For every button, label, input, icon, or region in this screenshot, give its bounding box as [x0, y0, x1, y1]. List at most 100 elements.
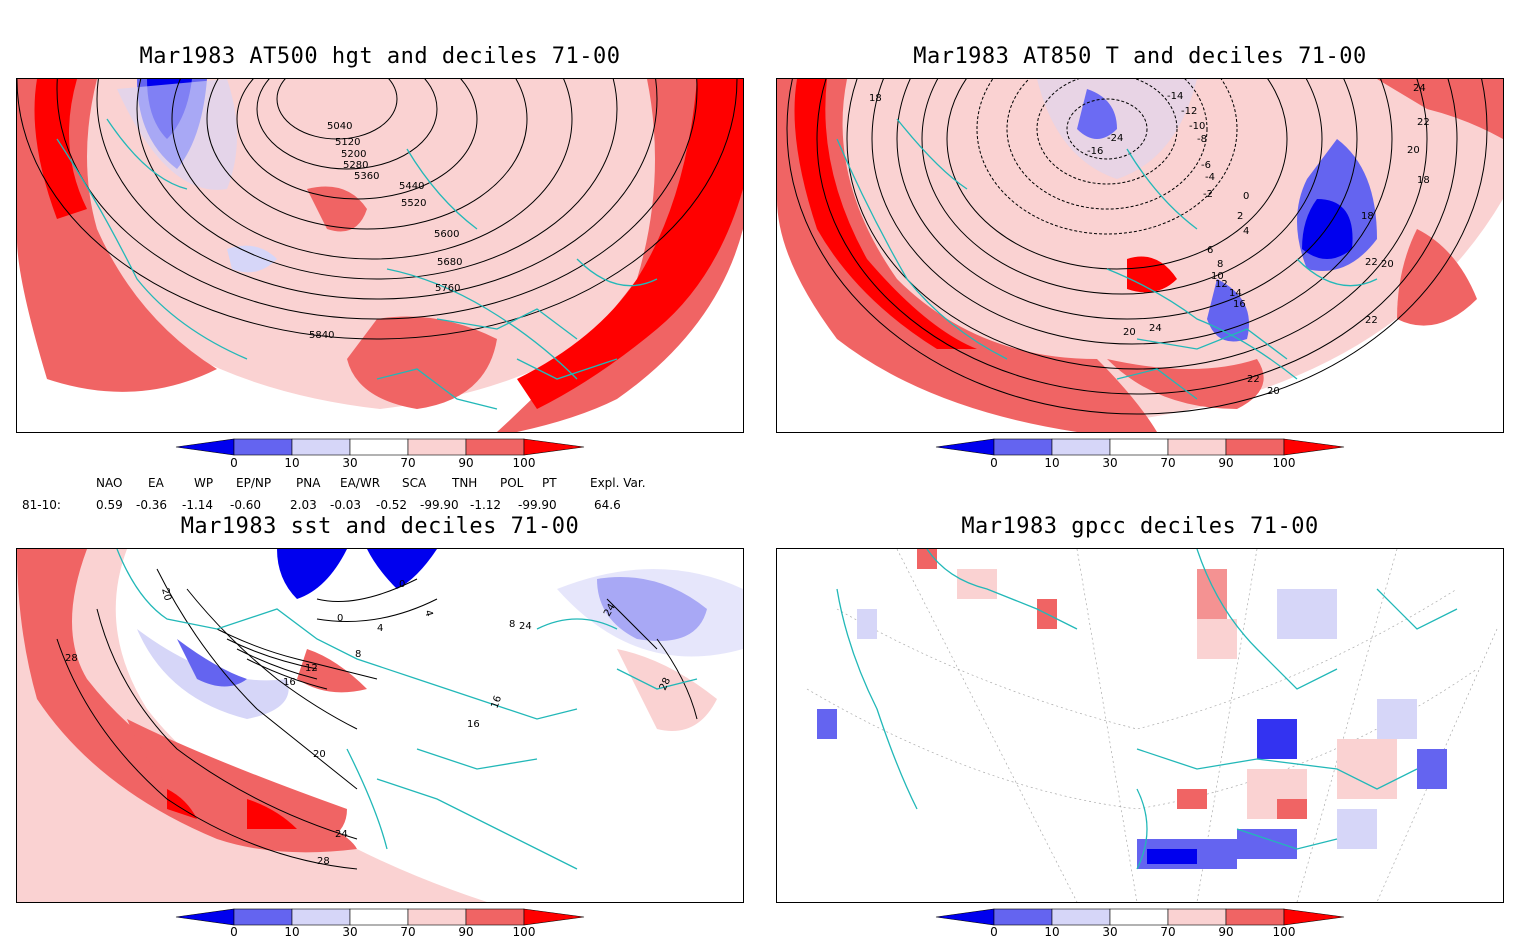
colorbar-3 — [175, 908, 585, 926]
contour-label: 24 — [519, 621, 532, 632]
contour-label: 8 — [355, 649, 361, 660]
contour-label: 5440 — [399, 181, 424, 192]
contour-label: 20 — [1123, 327, 1136, 338]
contour-label: 20 — [313, 749, 326, 760]
colorbar-4-tick: 70 — [1160, 925, 1176, 939]
colorbar-2 — [935, 438, 1345, 456]
contour-label: -16 — [1087, 146, 1103, 157]
colorbar-4-tick: 90 — [1218, 925, 1234, 939]
index-header-ea: EA — [148, 476, 164, 490]
colorbar-seg-light-blue — [291, 438, 351, 456]
index-header-pt: PT — [542, 476, 557, 490]
colorbar-3-tick: 10 — [284, 925, 300, 939]
contour-label: 22 — [1417, 117, 1430, 128]
map-at500: 5040 5120 5200 5280 5360 5440 5520 5600 … — [17, 79, 743, 432]
index-header-expl-var: Expl. Var. — [590, 476, 646, 490]
contour-label: 14 — [1229, 288, 1242, 299]
contour-label: 8 — [509, 619, 515, 630]
contour-label: 12 — [305, 663, 318, 674]
colorbar-1-tick: 70 — [400, 456, 416, 470]
colorbar-1-tick: 0 — [230, 456, 238, 470]
contour-label: -14 — [1167, 91, 1183, 102]
index-value-nao: 0.59 — [96, 498, 123, 512]
map-at850: 18 -14 -12 -10 -8 -6 -4 -2 0 2 4 -16 -24… — [777, 79, 1503, 432]
colorbar-1-tick: 30 — [342, 456, 358, 470]
colorbar-2-tick: 90 — [1218, 456, 1234, 470]
contour-label: 24 — [1413, 83, 1426, 94]
index-value-pt: -99.90 — [518, 498, 557, 512]
contour-label: 22 — [1365, 257, 1378, 268]
index-header-tnh: TNH — [452, 476, 478, 490]
contour-label: 4 — [1243, 226, 1249, 237]
colorbar-1-tick: 100 — [512, 456, 536, 470]
contour-label: 20 — [159, 587, 173, 602]
contour-label: -12 — [1181, 106, 1197, 117]
colorbar-3-tick: 70 — [400, 925, 416, 939]
index-header-pna: PNA — [296, 476, 321, 490]
colorbar-seg-dark-blue — [175, 438, 235, 456]
contour-label: -4 — [1205, 172, 1215, 183]
colorbar-2-tick: 100 — [1272, 456, 1296, 470]
contour-label: 2 — [1237, 211, 1243, 222]
index-value-pna: 2.03 — [290, 498, 317, 512]
colorbar-seg-mid-blue — [233, 438, 293, 456]
panel-title-3: Mar1983 sst and deciles 71-00 — [180, 514, 580, 539]
contour-label: 0 — [1243, 191, 1249, 202]
contour-label: 4 — [377, 623, 383, 634]
panel-title-1: Mar1983 AT500 hgt and deciles 71-00 — [139, 44, 621, 69]
contour-label: 10 — [1211, 271, 1224, 282]
colorbar-2-tick: 70 — [1160, 456, 1176, 470]
colorbar-4-tick: 100 — [1272, 925, 1296, 939]
index-value-expl-var: 64.6 — [594, 498, 621, 512]
contour-label: 28 — [658, 676, 673, 692]
index-value-epnp: -0.60 — [230, 498, 262, 512]
contour-label: 24 — [335, 829, 348, 840]
contour-label: 5520 — [401, 198, 426, 209]
contour-label: 0 — [337, 613, 343, 624]
colorbar-seg-dark-red — [523, 438, 585, 456]
contour-label: -24 — [1107, 133, 1123, 144]
contour-label: 20 — [1407, 145, 1420, 156]
contour-label: 16 — [283, 677, 296, 688]
colorbar-3-tick: 0 — [230, 925, 238, 939]
map-sst: 20 28 0 4 0 8 12 16 20 24 28 16 16 24 28… — [17, 549, 743, 902]
index-value-ea: -0.36 — [136, 498, 168, 512]
contour-label: 5040 — [327, 121, 352, 132]
contour-label: 8 — [1217, 259, 1223, 270]
index-header-nao: NAO — [96, 476, 123, 490]
contour-label: 18 — [869, 93, 882, 104]
contour-label: 20 — [1267, 386, 1280, 397]
colorbar-1 — [175, 438, 585, 456]
colorbar-seg-white — [349, 438, 409, 456]
contour-label: 5760 — [435, 283, 460, 294]
contour-label: 24 — [1149, 323, 1162, 334]
contour-label: 5280 — [343, 160, 368, 171]
panel-title-2: Mar1983 AT850 T and deciles 71-00 — [913, 44, 1367, 69]
index-header-wp: WP — [194, 476, 214, 490]
index-row-label: 81-10: — [22, 498, 61, 512]
index-header-sca: SCA — [402, 476, 427, 490]
index-value-pol: -1.12 — [470, 498, 502, 512]
colorbar-4-tick: 10 — [1044, 925, 1060, 939]
index-value-wp: -1.14 — [182, 498, 214, 512]
contour-label: 18 — [1417, 175, 1430, 186]
colorbar-3-tick: 30 — [342, 925, 358, 939]
contour-label: 22 — [1365, 315, 1378, 326]
colorbar-seg-light-red — [407, 438, 467, 456]
contour-label: 5200 — [341, 149, 366, 160]
index-header-epnp: EP/NP — [236, 476, 272, 490]
map-gpcc — [806, 549, 1498, 902]
index-value-tnh: -99.90 — [420, 498, 459, 512]
contour-label: -2 — [1203, 189, 1213, 200]
contour-label: -8 — [1197, 134, 1207, 145]
colorbar-seg-mid-red — [465, 438, 525, 456]
index-header-pol: POL — [500, 476, 524, 490]
colorbar-2-tick: 10 — [1044, 456, 1060, 470]
contour-label: 5120 — [335, 137, 360, 148]
contour-label: 12 — [1215, 279, 1228, 290]
panel-title-4: Mar1983 gpcc deciles 71-00 — [961, 514, 1319, 539]
contour-label: 18 — [1361, 211, 1374, 222]
contour-label: 16 — [1233, 299, 1246, 310]
contour-label: 28 — [65, 653, 78, 664]
contour-label: 22 — [1247, 374, 1260, 385]
